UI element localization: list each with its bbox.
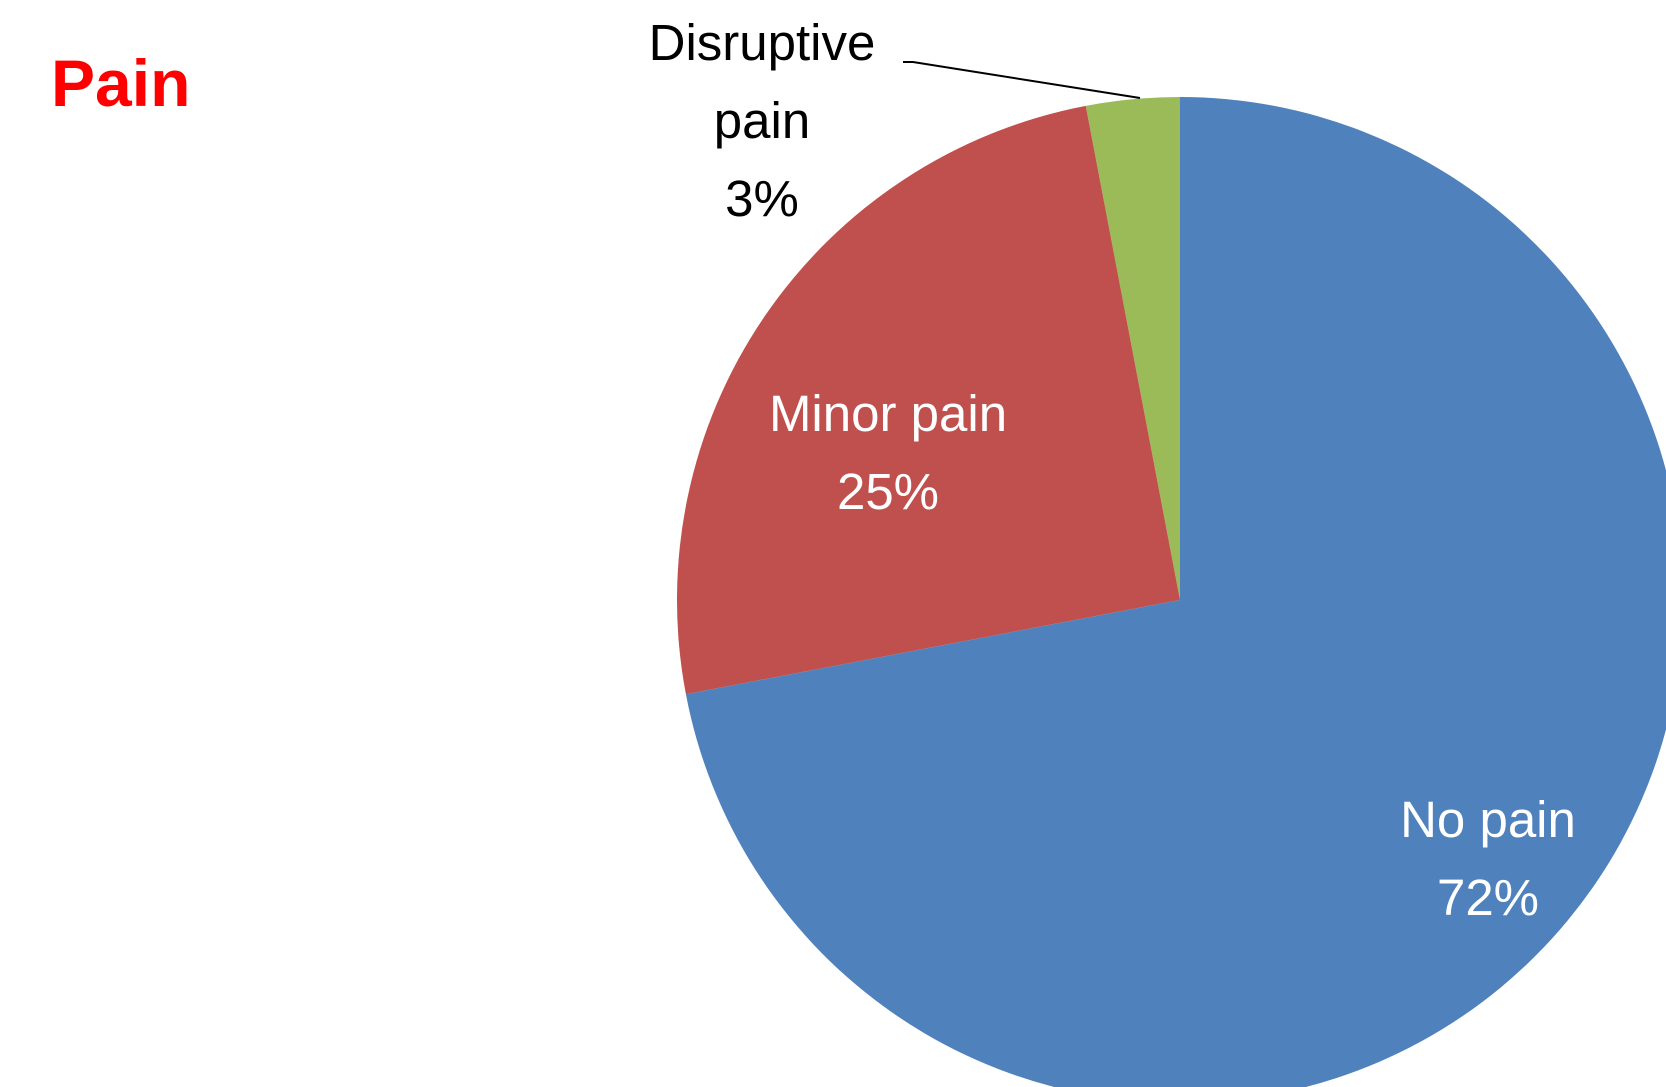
value-label: 72% — [1436, 869, 1540, 926]
pie-slice — [685, 97, 1666, 1087]
leader-line — [903, 61, 1141, 99]
slice-label: Disruptive pain 3% — [627, 4, 897, 238]
value-label: 3% — [725, 170, 799, 227]
chart-title: Pain — [51, 46, 191, 120]
pie-slice — [677, 105, 1180, 695]
value-label: 25% — [836, 463, 940, 520]
category-name: Minor pain — [768, 385, 1008, 442]
slice-label: Minor pain 25% — [688, 375, 1088, 531]
category-name: Disruptive pain — [648, 14, 876, 149]
category-name: No pain — [1400, 791, 1576, 848]
pie-slice — [1085, 97, 1180, 600]
slice-label: No pain 72% — [1288, 781, 1666, 937]
